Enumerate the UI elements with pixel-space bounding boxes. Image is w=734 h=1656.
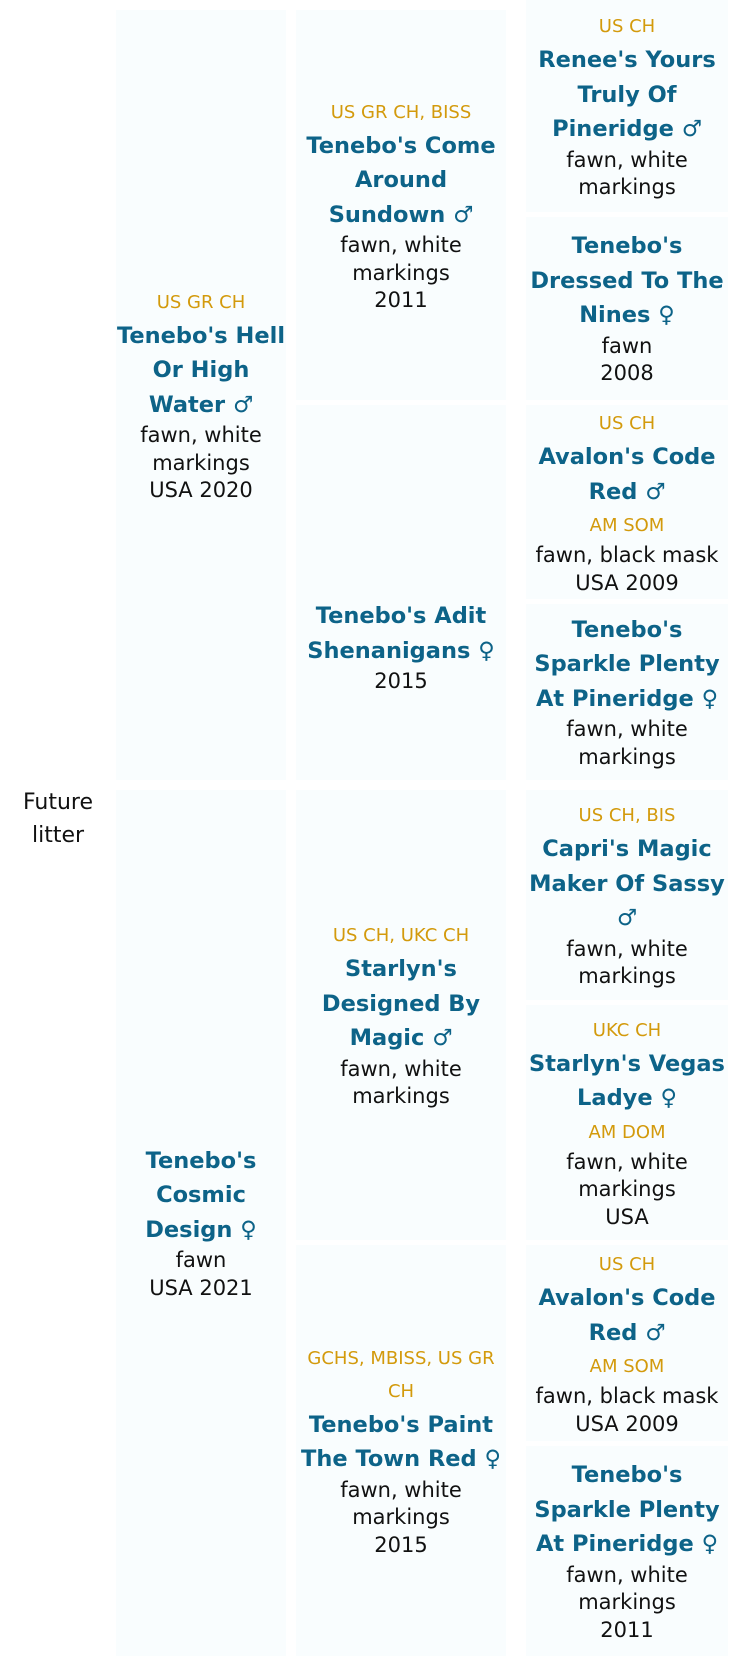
grandparent-name[interactable]: Tenebo's Adit Shenanigans — [307, 603, 487, 664]
ancestor-cell-2: Tenebo's Dressed To The Nines ♀ fawn 200… — [526, 217, 728, 400]
ancestor-name[interactable]: Capri's Magic Maker Of Sassy — [529, 836, 725, 897]
dam-name-line: Tenebo's Cosmic Design ♀ — [116, 1144, 286, 1248]
ancestor-name-line: Tenebo's Sparkle Plenty At Pineridge ♀ — [526, 1458, 728, 1562]
grandparent-color: fawn, white markings — [340, 1477, 462, 1530]
grandparent-color: fawn, white markings — [340, 1056, 462, 1109]
female-icon: ♀ — [240, 1216, 257, 1243]
sire-name-line: Tenebo's Hell Or High Water ♂ — [116, 319, 286, 423]
male-icon: ♂ — [645, 478, 666, 505]
ancestor-name-line: Tenebo's Dressed To The Nines ♀ — [526, 229, 728, 333]
ancestor-title: US CH — [598, 413, 656, 434]
male-icon: ♂ — [432, 1025, 453, 1052]
grandparent-title: US GR CH, BISS — [330, 101, 472, 123]
ancestor-meta: 2008 — [600, 361, 654, 386]
grandparent-name-line: Tenebo's Come Around Sundown ♂ — [296, 129, 506, 233]
ancestor-title: UKC CH — [592, 1019, 662, 1041]
sire-title: US GR CH — [156, 291, 246, 313]
ancestor-cell-5: US CH, BIS Capri's Magic Maker Of Sassy … — [526, 790, 728, 1000]
ancestor-color: fawn, white markings — [566, 1149, 688, 1202]
grandparent-title: GCHS, MBISS, US GR CH — [307, 1347, 495, 1402]
sire-name[interactable]: Tenebo's Hell Or High Water — [116, 322, 286, 418]
ancestor-meta: 2011 — [600, 1617, 654, 1642]
subject-line-2: litter — [31, 823, 85, 848]
male-icon: ♂ — [232, 391, 254, 418]
ancestor-title: US CH — [598, 1254, 656, 1275]
grandparent-name-line: Tenebo's Paint The Town Red ♀ — [296, 1408, 506, 1477]
ancestor-cell-7: US CH Avalon's Code Red ♂ AM SOM fawn, b… — [526, 1245, 728, 1441]
ancestor-name-line: Avalon's Code Red ♂ — [526, 440, 728, 509]
dam-cell: Tenebo's Cosmic Design ♀ fawn USA 2021 — [116, 790, 286, 1656]
male-icon: ♂ — [645, 1319, 666, 1346]
female-icon: ♀ — [658, 302, 675, 329]
ancestor-cell-1: US CH Renee's Yours Truly Of Pineridge ♂… — [526, 0, 728, 212]
male-icon: ♂ — [453, 201, 474, 228]
ancestor-name-line: Capri's Magic Maker Of Sassy ♂ — [526, 832, 728, 936]
subject-line-1: Future — [22, 790, 94, 815]
male-icon: ♂ — [681, 116, 702, 143]
ancestor-name-line: Avalon's Code Red ♂ — [526, 1281, 728, 1350]
female-icon: ♀ — [701, 1531, 719, 1557]
grandparent-meta: 2015 — [374, 1532, 428, 1557]
ancestor-color: fawn, black mask — [535, 1384, 719, 1408]
grandparent-meta: 2011 — [374, 288, 428, 312]
dam-name[interactable]: Tenebo's Cosmic Design — [145, 1147, 257, 1243]
ancestor-name-line: Renee's Yours Truly Of Pineridge ♂ — [526, 43, 728, 147]
ancestor-meta: USA — [605, 1204, 649, 1229]
grandparent-meta: 2015 — [374, 669, 428, 694]
female-icon: ♀ — [660, 1085, 677, 1112]
ancestor-color: fawn, white markings — [566, 147, 688, 200]
grandparent-cell-3: US CH, UKC CH Starlyn's Designed By Magi… — [296, 790, 506, 1240]
grandparent-name-line: Starlyn's Designed By Magic ♂ — [296, 952, 506, 1056]
ancestor-title-2: AM DOM — [588, 1121, 666, 1143]
grandparent-cell-4: GCHS, MBISS, US GR CH Tenebo's Paint The… — [296, 1245, 506, 1656]
female-icon: ♀ — [484, 1446, 501, 1473]
ancestor-color: fawn, black mask — [535, 543, 719, 567]
sire-color: fawn, white markings — [140, 423, 262, 475]
ancestor-color: fawn, white markings — [566, 717, 688, 769]
ancestor-meta: USA 2009 — [575, 1411, 679, 1436]
dam-meta: USA 2021 — [149, 1275, 253, 1300]
ancestor-name[interactable]: Tenebo's Sparkle Plenty At Pineridge — [534, 616, 720, 712]
grandparent-cell-2: Tenebo's Adit Shenanigans ♀ 2015 — [296, 405, 506, 780]
ancestor-cell-3: US CH Avalon's Code Red ♂ AM SOM fawn, b… — [526, 405, 728, 599]
ancestor-cell-6: UKC CH Starlyn's Vegas Ladye ♀ AM DOM fa… — [526, 1005, 728, 1240]
grandparent-name-line: Tenebo's Adit Shenanigans ♀ — [296, 599, 506, 668]
grandparent-name[interactable]: Tenebo's Come Around Sundown — [306, 132, 496, 228]
ancestor-name-line: Starlyn's Vegas Ladye ♀ — [526, 1047, 728, 1116]
grandparent-color: fawn, white markings — [340, 233, 462, 285]
ancestor-title: US CH — [598, 16, 656, 38]
ancestor-color: fawn, white markings — [566, 1562, 688, 1615]
male-icon: ♂ — [616, 905, 638, 932]
ancestor-cell-8: Tenebo's Sparkle Plenty At Pineridge ♀ f… — [526, 1446, 728, 1656]
grandparent-title: US CH, UKC CH — [332, 925, 470, 947]
ancestor-name[interactable]: Tenebo's Dressed To The Nines — [530, 233, 724, 329]
ancestor-name-line: Tenebo's Sparkle Plenty At Pineridge ♀ — [526, 613, 728, 717]
grandparent-cell-1: US GR CH, BISS Tenebo's Come Around Sund… — [296, 10, 506, 400]
dam-color: fawn — [175, 1248, 227, 1273]
ancestor-color: fawn — [601, 333, 653, 358]
sire-meta: USA 2020 — [149, 478, 253, 502]
subject-label: Future litter — [0, 786, 116, 852]
ancestor-title-2: AM SOM — [589, 515, 665, 536]
ancestor-cell-4: Tenebo's Sparkle Plenty At Pineridge ♀ f… — [526, 604, 728, 780]
ancestor-title-2: AM SOM — [589, 1356, 665, 1377]
female-icon: ♀ — [478, 637, 495, 664]
ancestor-name[interactable]: Renee's Yours Truly Of Pineridge — [538, 47, 716, 143]
ancestor-name[interactable]: Avalon's Code Red — [538, 444, 716, 505]
ancestor-meta: USA 2009 — [575, 570, 679, 595]
grandparent-name[interactable]: Starlyn's Designed By Magic — [321, 956, 481, 1052]
female-icon: ♀ — [701, 685, 719, 712]
ancestor-name[interactable]: Starlyn's Vegas Ladye — [529, 1050, 725, 1112]
ancestor-color: fawn, white markings — [566, 936, 688, 989]
ancestor-name[interactable]: Tenebo's Sparkle Plenty At Pineridge — [534, 1462, 720, 1557]
sire-cell: US GR CH Tenebo's Hell Or High Water ♂ f… — [116, 10, 286, 780]
ancestor-name[interactable]: Avalon's Code Red — [538, 1285, 716, 1346]
ancestor-title: US CH, BIS — [578, 805, 676, 827]
grandparent-name[interactable]: Tenebo's Paint The Town Red — [301, 1411, 494, 1473]
